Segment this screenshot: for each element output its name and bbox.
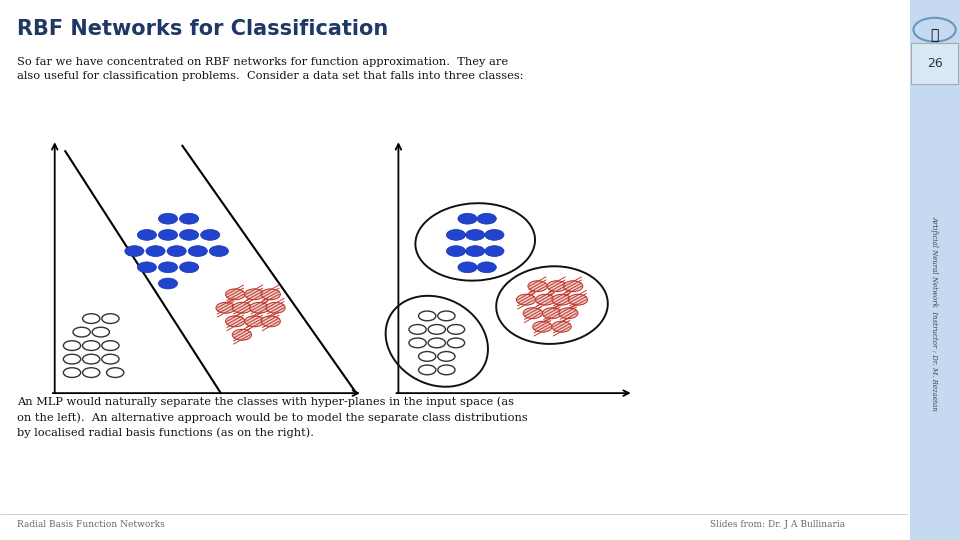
Circle shape [83,368,100,377]
Circle shape [73,327,90,337]
Circle shape [201,230,220,240]
Circle shape [485,230,504,240]
Circle shape [466,230,485,240]
Circle shape [250,302,269,313]
Circle shape [92,327,109,337]
Circle shape [245,316,264,327]
Circle shape [245,289,264,300]
Circle shape [446,230,466,240]
Circle shape [533,321,552,332]
Circle shape [102,341,119,350]
Circle shape [477,213,496,224]
Circle shape [146,246,165,256]
Text: 🔔: 🔔 [930,28,939,42]
Circle shape [266,302,285,313]
Circle shape [63,341,81,350]
Circle shape [438,365,455,375]
Circle shape [552,321,571,332]
Circle shape [428,338,445,348]
Text: Radial Basis Function Networks: Radial Basis Function Networks [17,521,165,529]
Circle shape [438,352,455,361]
Circle shape [83,314,100,323]
Circle shape [547,281,566,292]
Circle shape [458,262,477,273]
Circle shape [458,213,477,224]
Circle shape [564,281,583,292]
Circle shape [536,294,555,305]
Circle shape [568,294,588,305]
Circle shape [209,246,228,256]
Circle shape [477,262,496,273]
Circle shape [216,302,235,313]
Circle shape [419,352,436,361]
Circle shape [125,246,144,256]
Circle shape [107,368,124,377]
Circle shape [158,230,178,240]
Circle shape [232,329,252,340]
Circle shape [261,316,280,327]
Circle shape [137,262,156,273]
Circle shape [188,246,207,256]
Circle shape [446,246,466,256]
Text: RBF Networks for Classification: RBF Networks for Classification [17,19,389,39]
Circle shape [419,365,436,375]
Text: Slides from: Dr. J A Bullinaria: Slides from: Dr. J A Bullinaria [709,521,845,529]
Circle shape [516,294,536,305]
Circle shape [419,311,436,321]
Circle shape [466,246,485,256]
Circle shape [63,368,81,377]
Circle shape [447,325,465,334]
Circle shape [232,302,252,313]
Circle shape [83,354,100,364]
Circle shape [180,213,199,224]
Circle shape [559,308,578,319]
Circle shape [409,325,426,334]
Text: An MLP would naturally separate the classes with hyper-planes in the input space: An MLP would naturally separate the clas… [17,397,528,438]
Circle shape [226,289,245,300]
Circle shape [528,281,547,292]
Circle shape [428,325,445,334]
Circle shape [226,316,245,327]
Circle shape [523,308,542,319]
Text: Artificial Neural Network  Instructor : Dr. M. Rezaeian: Artificial Neural Network Instructor : D… [930,216,939,410]
Circle shape [409,338,426,348]
Circle shape [167,246,186,256]
Circle shape [102,314,119,323]
Circle shape [158,262,178,273]
Circle shape [485,246,504,256]
Circle shape [542,308,562,319]
Circle shape [180,230,199,240]
Circle shape [63,354,81,364]
Circle shape [158,278,178,289]
Text: So far we have concentrated on RBF networks for function approximation.  They ar: So far we have concentrated on RBF netwo… [17,57,524,81]
Circle shape [438,311,455,321]
Circle shape [137,230,156,240]
Circle shape [102,354,119,364]
Circle shape [552,294,571,305]
Bar [910,0,960,540]
Circle shape [261,289,280,300]
Text: 26: 26 [926,57,943,70]
FancyBboxPatch shape [911,43,958,84]
Circle shape [180,262,199,273]
Circle shape [158,213,178,224]
Circle shape [447,338,465,348]
Circle shape [83,341,100,350]
